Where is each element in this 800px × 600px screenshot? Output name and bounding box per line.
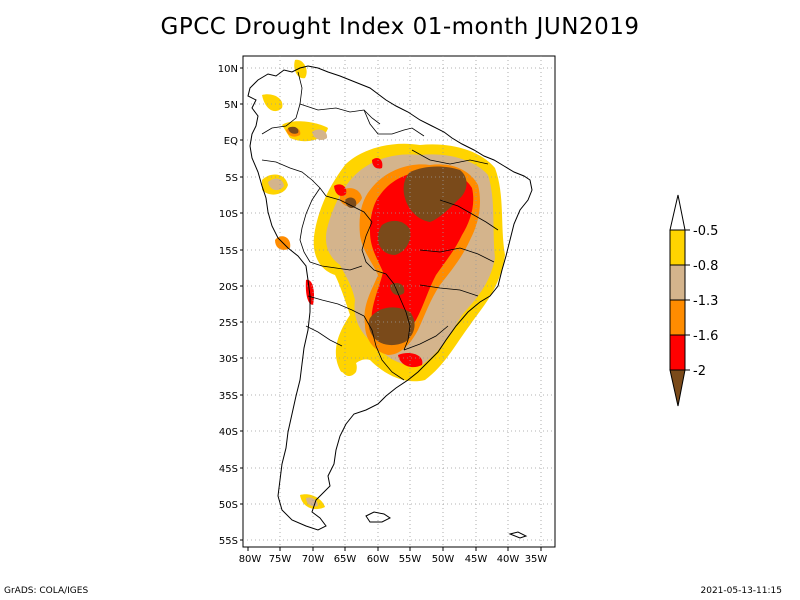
colorbar-legend: -0.5 -0.8 -1.3 -1.6 -2: [669, 194, 718, 407]
lat-label: 55S: [219, 536, 238, 547]
footer-timestamp: 2021-05-13-11:15: [700, 586, 783, 596]
falkland-islands: [365, 511, 391, 523]
map-title: GPCC Drought Index 01-month JUN2019: [160, 14, 640, 40]
south-georgia: [508, 531, 528, 539]
colorbar-label: -0.5: [693, 224, 718, 239]
country-borders: [261, 71, 499, 381]
lon-label: 65W: [334, 554, 357, 565]
footer-credit: GrADS: COLA/IGES: [4, 586, 89, 596]
class-brown-areas: [288, 126, 467, 346]
lat-label: 20S: [219, 282, 238, 293]
colorbar-label: -0.8: [693, 259, 718, 274]
lat-label: 10N: [218, 64, 238, 75]
colorbar-labels: -0.5 -0.8 -1.3 -1.6 -2: [685, 224, 718, 379]
colorbar-label: -1.6: [693, 329, 718, 344]
drought-field: [262, 59, 505, 510]
lat-label: EQ: [224, 136, 238, 147]
colorbar-segment: [669, 264, 686, 301]
lon-label: 55W: [399, 554, 422, 565]
map-panel: [242, 55, 556, 548]
lon-label: 40W: [497, 554, 520, 565]
lat-label: 30S: [219, 354, 238, 365]
colorbar-segment: [669, 229, 686, 266]
colorbar-segment: [669, 299, 686, 336]
lat-label: 45S: [219, 464, 238, 475]
colorbar-label: -2: [693, 364, 706, 379]
lat-label: 50S: [219, 500, 238, 511]
lon-label: 70W: [302, 554, 325, 565]
colorbar-top-arrow: [669, 194, 686, 231]
lat-label: 25S: [219, 318, 238, 329]
colorbar-bottom-arrow: [669, 369, 686, 407]
lon-axis: 80W 75W 70W 65W 60W 55W 50W 45W 40W 35W: [239, 547, 548, 565]
lon-label: 60W: [367, 554, 390, 565]
lon-label: 80W: [239, 554, 262, 565]
lon-label: 50W: [432, 554, 455, 565]
lat-label: 5N: [224, 100, 238, 111]
lon-label: 35W: [525, 554, 548, 565]
lat-label: 40S: [219, 427, 238, 438]
lat-axis: 10N 5N EQ 5S 10S 15S 20S 25S 30S 35S 40S…: [218, 64, 243, 547]
graticule: [243, 56, 555, 547]
coastline: [247, 65, 533, 531]
colorbar-segment: [669, 334, 686, 371]
lon-label: 45W: [465, 554, 488, 565]
lat-label: 10S: [219, 209, 238, 220]
lat-label: 5S: [225, 173, 238, 184]
colorbar-label: -1.3: [693, 294, 718, 309]
lat-label: 35S: [219, 391, 238, 402]
lon-label: 75W: [269, 554, 292, 565]
lat-label: 15S: [219, 246, 238, 257]
